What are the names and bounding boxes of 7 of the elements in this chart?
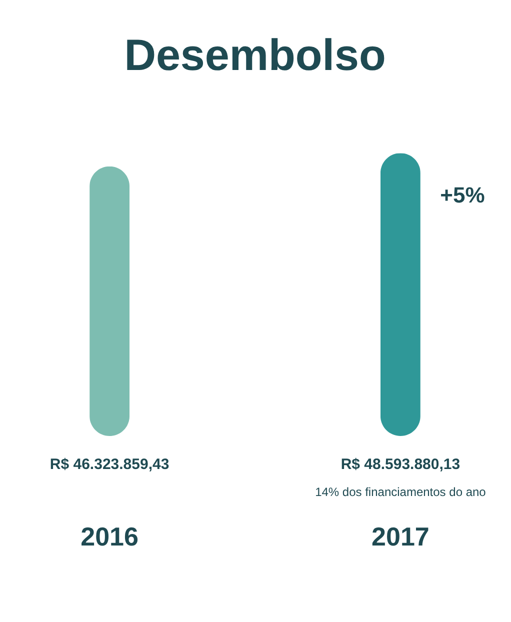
x-tick-label: 2016 bbox=[80, 522, 138, 552]
data-label: R$ 46.323.859,43 bbox=[50, 456, 170, 473]
annotation: +5% bbox=[440, 182, 485, 208]
x-tick-label: 2017 bbox=[372, 522, 430, 552]
text: 14% dos financiamentos do ano bbox=[315, 485, 486, 499]
chart-title: Desembolso bbox=[124, 31, 386, 80]
data-label: R$ 48.593.880,13 bbox=[340, 456, 460, 473]
